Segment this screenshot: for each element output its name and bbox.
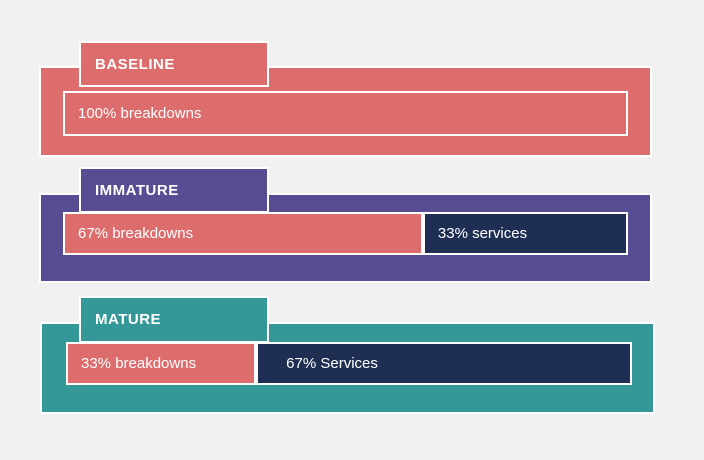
immature-breakdowns-text: 67% breakdowns [78, 225, 194, 242]
mature-label-text: MATURE [95, 311, 162, 328]
mature-services-text: 67% Services [286, 355, 378, 372]
mature-segment-row: 33% breakdowns 67% Services [66, 342, 632, 385]
baseline-breakdowns-text: 100% breakdowns [78, 105, 202, 122]
mature-label-tab: MATURE [79, 296, 269, 343]
immature-label-tab: IMMATURE [79, 167, 269, 213]
baseline-label-tab: BASELINE [79, 41, 269, 87]
immature-services-segment: 33% services [422, 212, 628, 255]
immature-services-text: 33% services [437, 225, 528, 242]
baseline-segment-row: 100% breakdowns [63, 91, 628, 136]
baseline-breakdowns-segment: 100% breakdowns [63, 91, 628, 136]
immature-label-text: IMMATURE [95, 181, 179, 199]
mature-breakdowns-segment: 33% breakdowns [66, 342, 257, 385]
mature-services-segment: 67% Services [256, 342, 632, 385]
immature-breakdowns-segment: 67% breakdowns [63, 212, 423, 255]
baseline-label-text: BASELINE [95, 55, 175, 73]
immature-segment-row: 67% breakdowns 33% services [63, 212, 628, 255]
mature-breakdowns-text: 33% breakdowns [81, 355, 197, 372]
